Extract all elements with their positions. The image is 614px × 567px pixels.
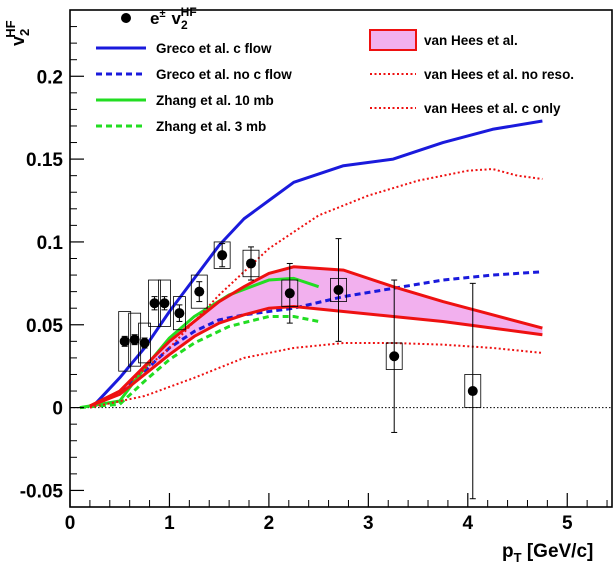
x-tick-label: 5: [562, 513, 573, 534]
legend-label-6: van Hees et al. c only: [424, 101, 561, 116]
y-tick-label: 0.05: [26, 316, 63, 337]
sys-error-box: [213, 241, 231, 269]
data-point: [139, 337, 150, 348]
data-point: [217, 250, 228, 261]
legend-label-2: Zhang et al. 10 mb: [156, 93, 274, 108]
legend-label-4: van Hees et al.: [424, 33, 518, 48]
legend-label-1: Greco et al. no c flow: [156, 67, 292, 82]
sys-error-box: [128, 312, 142, 367]
y-axis-title-sub: 2: [17, 29, 32, 36]
data-point: [174, 308, 185, 319]
legend-label-data-e: e: [150, 9, 159, 28]
data-point: [245, 258, 256, 269]
y-tick-label: -0.05: [20, 481, 64, 502]
y-tick-label: 0: [52, 399, 63, 420]
sys-error-box: [172, 296, 186, 331]
data-point: [284, 288, 295, 299]
data-point: [129, 334, 140, 345]
legend-label-data-pm: ±: [159, 8, 165, 20]
series-line-1: [94, 270, 543, 408]
data-point: [333, 284, 344, 295]
series-line-3: [79, 314, 319, 410]
data-point: [467, 386, 478, 397]
legend-label-data-v-sub: 2: [181, 18, 188, 32]
x-axis-title: pT [GeV/c]: [502, 541, 593, 565]
x-tick-label: 3: [363, 513, 374, 534]
x-tick-label: 0: [65, 513, 76, 534]
series-line-2: [79, 276, 320, 410]
series-line-5: [89, 341, 543, 409]
data-point: [389, 351, 400, 362]
legend-label-0: Greco et al. c flow: [156, 41, 272, 56]
model-band-layer: [89, 266, 543, 406]
y-axis-title-main: v: [8, 36, 28, 46]
data-points-layer: [118, 238, 482, 500]
legend-label-5: van Hees et al. no reso.: [424, 67, 574, 82]
band-lower-edge: [89, 305, 543, 408]
legend-band-swatch: [369, 29, 417, 51]
band-upper-edge: [89, 265, 543, 408]
data-point: [149, 298, 160, 309]
legend-label-data: e± v2HF: [150, 5, 197, 32]
y-axis-title: v2HF: [3, 20, 32, 46]
band-fill-van-hees: [89, 266, 543, 406]
y-axis-title-sup: HF: [3, 20, 18, 37]
legend: e± v2HF Greco et al. c flow Greco et al. n…: [96, 5, 574, 134]
x-axis-title-main: p: [502, 541, 514, 562]
data-point: [119, 336, 130, 347]
y-tick-label: 0.2: [37, 67, 63, 88]
x-tick-label: 1: [164, 513, 175, 534]
x-axis-title-unit: [GeV/c]: [522, 541, 594, 562]
sys-error-box: [158, 279, 171, 327]
sys-error-box: [138, 322, 151, 364]
y-tick-label: 0.15: [26, 150, 63, 171]
x-tick-label: 2: [264, 513, 275, 534]
sys-error-box: [190, 274, 208, 309]
plot-frame: [69, 9, 613, 508]
data-point: [194, 286, 205, 297]
legend-label-data-v-sup: HF: [181, 5, 197, 19]
legend-label-3: Zhang et al. 3 mb: [156, 119, 266, 134]
legend-label-data-v: v: [172, 9, 182, 28]
legend-entries: Greco et al. c flow Greco et al. no c flo…: [96, 29, 574, 134]
y-tick-label: 0.1: [37, 233, 64, 254]
x-axis-title-sub: T: [514, 550, 522, 565]
x-tick-label: 4: [463, 513, 474, 534]
data-point: [159, 298, 170, 309]
legend-marker-data: [121, 13, 131, 23]
